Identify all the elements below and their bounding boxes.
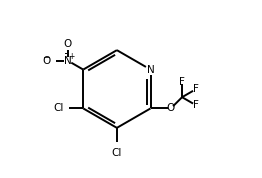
Text: O: O [42,56,51,66]
Text: Cl: Cl [53,103,63,113]
Text: N: N [64,56,72,66]
Text: O: O [167,103,175,113]
Text: +: + [68,52,75,61]
Text: −: − [42,52,50,61]
Text: F: F [193,84,199,94]
Text: F: F [179,77,185,87]
Text: Cl: Cl [112,148,122,158]
Text: O: O [64,39,72,49]
Text: N: N [147,65,154,75]
Text: F: F [193,100,199,110]
